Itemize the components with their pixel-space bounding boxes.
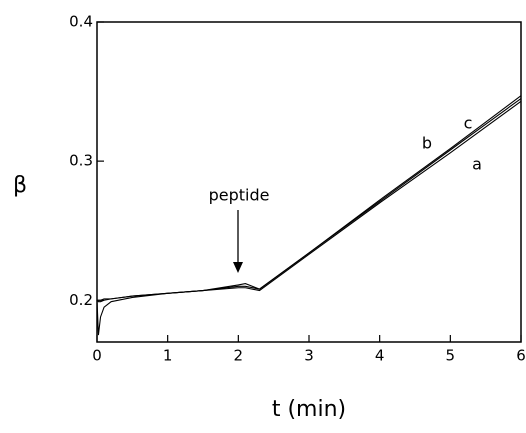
y-tick-label: 0.3 xyxy=(69,152,93,170)
series-line xyxy=(96,100,522,303)
series-label: c xyxy=(464,114,473,133)
x-tick-label: 2 xyxy=(234,347,244,365)
series-line xyxy=(97,98,522,301)
series-line xyxy=(96,95,522,336)
x-tick-label: 6 xyxy=(516,347,526,365)
x-tick-label: 1 xyxy=(163,347,173,365)
x-tick-label: 4 xyxy=(375,347,385,365)
series-label: a xyxy=(472,155,482,174)
annotation: peptide xyxy=(209,186,270,205)
x-tick-label: 0 xyxy=(92,347,102,365)
x-tick-label: 5 xyxy=(446,347,456,365)
y-tick-label: 0.2 xyxy=(69,291,93,309)
y-tick-label: 0.4 xyxy=(69,13,93,31)
x-axis-label: t (min) xyxy=(272,397,346,422)
x-tick-label: 3 xyxy=(304,347,314,365)
annotation-arrowhead xyxy=(233,262,243,273)
y-axis-label: β xyxy=(13,173,27,198)
series-label: b xyxy=(422,134,432,153)
